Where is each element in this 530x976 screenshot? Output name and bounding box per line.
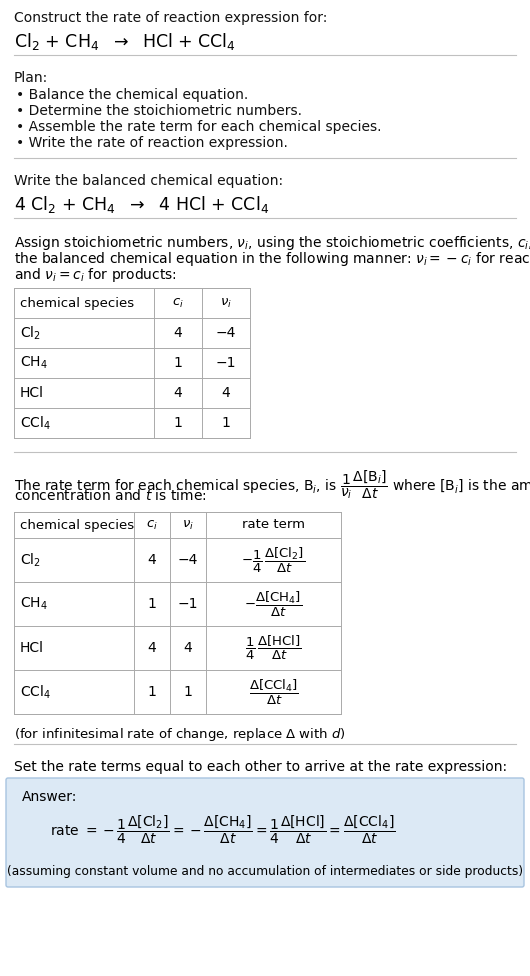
Text: and $\nu_i = c_i$ for products:: and $\nu_i = c_i$ for products:: [14, 266, 177, 284]
Text: 1: 1: [173, 416, 182, 430]
Text: HCl: HCl: [20, 641, 44, 655]
Text: 4: 4: [148, 553, 156, 567]
Text: −4: −4: [178, 553, 198, 567]
Text: $-\dfrac{1}{4}\,\dfrac{\Delta[\mathrm{Cl}_2]}{\Delta t}$: $-\dfrac{1}{4}\,\dfrac{\Delta[\mathrm{Cl…: [242, 546, 305, 575]
Text: HCl: HCl: [20, 386, 44, 400]
Text: The rate term for each chemical species, $\mathrm{B}_i$, is $\dfrac{1}{\nu_i}\df: The rate term for each chemical species,…: [14, 468, 530, 501]
Text: concentration and $t$ is time:: concentration and $t$ is time:: [14, 488, 207, 503]
Text: −4: −4: [216, 326, 236, 340]
Text: $\dfrac{1}{4}\,\dfrac{\Delta[\mathrm{HCl}]}{\Delta t}$: $\dfrac{1}{4}\,\dfrac{\Delta[\mathrm{HCl…: [245, 634, 302, 662]
Text: Construct the rate of reaction expression for:: Construct the rate of reaction expressio…: [14, 11, 328, 25]
Text: 4: 4: [183, 641, 192, 655]
Text: 1: 1: [183, 685, 192, 699]
Text: 4: 4: [174, 386, 182, 400]
Text: $\mathrm{CH}_4$: $\mathrm{CH}_4$: [20, 355, 48, 371]
Text: • Write the rate of reaction expression.: • Write the rate of reaction expression.: [16, 136, 288, 150]
Text: (assuming constant volume and no accumulation of intermediates or side products): (assuming constant volume and no accumul…: [7, 866, 523, 878]
Text: $\mathrm{Cl}_2$: $\mathrm{Cl}_2$: [20, 324, 41, 342]
Text: 1: 1: [147, 685, 156, 699]
Text: $\dfrac{\Delta[\mathrm{CCl}_4]}{\Delta t}$: $\dfrac{\Delta[\mathrm{CCl}_4]}{\Delta t…: [249, 677, 298, 707]
Text: rate $= -\dfrac{1}{4}\dfrac{\Delta[\mathrm{Cl}_2]}{\Delta t} = -\dfrac{\Delta[\m: rate $= -\dfrac{1}{4}\dfrac{\Delta[\math…: [50, 814, 395, 846]
Text: 4: 4: [148, 641, 156, 655]
Text: 1: 1: [222, 416, 231, 430]
Text: Write the balanced chemical equation:: Write the balanced chemical equation:: [14, 174, 283, 188]
Text: Cl$_2$ + CH$_4$  $\rightarrow$  HCl + CCl$_4$: Cl$_2$ + CH$_4$ $\rightarrow$ HCl + CCl$…: [14, 31, 236, 52]
Text: the balanced chemical equation in the following manner: $\nu_i = -c_i$ for react: the balanced chemical equation in the fo…: [14, 250, 530, 268]
Text: $\nu_i$: $\nu_i$: [220, 297, 232, 309]
Text: $c_i$: $c_i$: [172, 297, 184, 309]
Text: 4: 4: [174, 326, 182, 340]
Bar: [14, 288, 250, 438]
Text: $-\dfrac{\Delta[\mathrm{CH}_4]}{\Delta t}$: $-\dfrac{\Delta[\mathrm{CH}_4]}{\Delta t…: [244, 590, 303, 619]
Text: (for infinitesimal rate of change, replace Δ with $d$): (for infinitesimal rate of change, repla…: [14, 726, 346, 743]
FancyBboxPatch shape: [6, 778, 524, 887]
Text: $\mathrm{CH}_4$: $\mathrm{CH}_4$: [20, 595, 48, 612]
Text: 1: 1: [147, 597, 156, 611]
Text: 4 Cl$_2$ + CH$_4$  $\rightarrow$  4 HCl + CCl$_4$: 4 Cl$_2$ + CH$_4$ $\rightarrow$ 4 HCl + …: [14, 194, 269, 215]
Text: Answer:: Answer:: [22, 790, 77, 804]
Text: • Balance the chemical equation.: • Balance the chemical equation.: [16, 88, 248, 102]
Text: Set the rate terms equal to each other to arrive at the rate expression:: Set the rate terms equal to each other t…: [14, 760, 507, 774]
Text: $\mathrm{Cl}_2$: $\mathrm{Cl}_2$: [20, 551, 41, 569]
Text: rate term: rate term: [242, 518, 305, 532]
Bar: [14, 512, 341, 714]
Text: chemical species: chemical species: [20, 518, 134, 532]
Text: chemical species: chemical species: [20, 297, 134, 309]
Text: $c_i$: $c_i$: [146, 518, 158, 532]
Text: Assign stoichiometric numbers, $\nu_i$, using the stoichiometric coefficients, $: Assign stoichiometric numbers, $\nu_i$, …: [14, 234, 530, 252]
Text: • Determine the stoichiometric numbers.: • Determine the stoichiometric numbers.: [16, 104, 302, 118]
Text: $\nu_i$: $\nu_i$: [182, 518, 194, 532]
Text: −1: −1: [178, 597, 198, 611]
Text: 1: 1: [173, 356, 182, 370]
Text: Plan:: Plan:: [14, 71, 48, 85]
Text: $\mathrm{CCl}_4$: $\mathrm{CCl}_4$: [20, 683, 51, 701]
Text: −1: −1: [216, 356, 236, 370]
Text: $\mathrm{CCl}_4$: $\mathrm{CCl}_4$: [20, 414, 51, 431]
Text: • Assemble the rate term for each chemical species.: • Assemble the rate term for each chemic…: [16, 120, 382, 134]
Text: 4: 4: [222, 386, 231, 400]
